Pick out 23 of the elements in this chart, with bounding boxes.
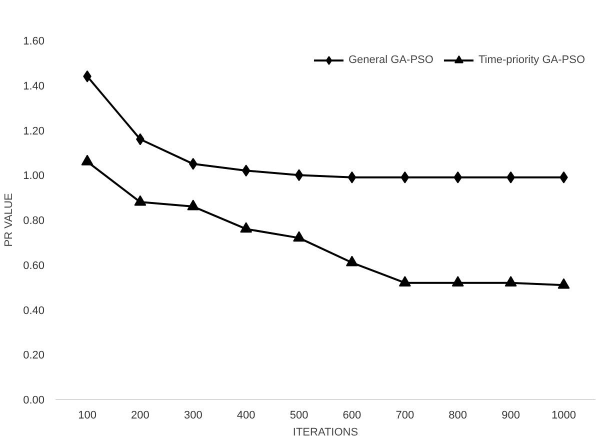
x-tick-label: 500 [290, 410, 308, 422]
x-tick-label: 600 [342, 410, 362, 422]
legend-label: Time-priority GA-PSO [478, 54, 585, 66]
y-tick-label: 0.80 [23, 215, 45, 227]
y-tick-label: 0.60 [23, 260, 45, 272]
y-axis-title: PR VALUE [3, 193, 16, 247]
y-tick-label: 1.40 [23, 80, 45, 92]
y-tick-label: 0.00 [23, 394, 45, 406]
x-tick-label: 100 [78, 410, 96, 422]
x-tick-label: 200 [131, 410, 150, 422]
x-tick-label: 900 [502, 410, 520, 422]
x-tick-label: 300 [184, 410, 202, 422]
x-axis-title: ITERATIONS [292, 426, 358, 438]
x-tick-label: 400 [236, 410, 256, 422]
x-tick-label: 800 [448, 410, 468, 422]
y-tick-label: 1.20 [23, 125, 45, 138]
y-tick-label: 0.20 [23, 350, 45, 362]
x-tick-label: 700 [396, 410, 414, 422]
legend-label: General GA-PSO [348, 54, 434, 66]
y-tick-label: 0.40 [23, 304, 45, 317]
x-tick-label: 1000 [552, 410, 576, 422]
y-tick-label: 1.00 [23, 170, 45, 182]
y-tick-label: 1.60 [23, 36, 45, 48]
